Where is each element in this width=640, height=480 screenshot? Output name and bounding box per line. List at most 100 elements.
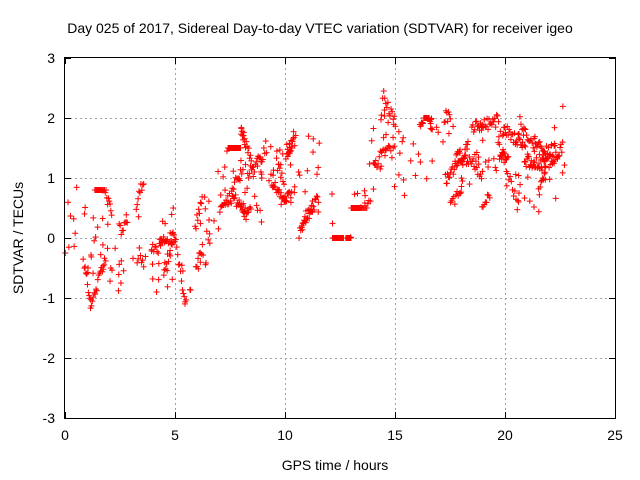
data-point <box>391 143 398 150</box>
data-point <box>316 140 323 147</box>
data-point <box>315 208 322 215</box>
data-point <box>531 164 538 171</box>
data-point <box>530 203 537 210</box>
data-point <box>485 126 492 133</box>
data-point <box>115 287 122 294</box>
data-point <box>466 153 473 160</box>
data-point <box>104 221 111 228</box>
data-point <box>90 294 97 301</box>
data-point <box>90 270 97 277</box>
data-point <box>116 220 123 227</box>
y-tick-label: -1 <box>43 290 56 306</box>
data-point <box>536 160 543 167</box>
data-point <box>197 199 204 206</box>
data-point <box>351 191 358 198</box>
data-point <box>538 145 545 152</box>
data-point <box>206 216 213 223</box>
data-point <box>400 176 407 183</box>
data-point <box>382 146 389 153</box>
data-point <box>97 251 104 258</box>
data-point <box>311 196 318 203</box>
data-point <box>256 155 263 162</box>
data-point <box>230 168 237 175</box>
data-point <box>459 178 466 185</box>
data-point <box>140 181 147 187</box>
data-point <box>262 138 269 145</box>
data-point <box>94 224 101 231</box>
data-point <box>228 200 235 207</box>
data-point <box>139 257 146 264</box>
data-point <box>266 177 273 184</box>
data-point <box>116 261 123 268</box>
data-point <box>87 252 94 259</box>
data-point <box>519 139 526 146</box>
data-point <box>475 161 482 168</box>
data-point <box>254 163 261 170</box>
data-point <box>224 201 231 208</box>
data-point <box>108 212 115 219</box>
data-point <box>299 226 306 233</box>
data-point <box>171 238 178 245</box>
data-point <box>524 151 531 158</box>
data-point <box>552 195 559 202</box>
data-point <box>515 198 522 205</box>
data-point <box>167 252 174 259</box>
data-point <box>315 164 322 171</box>
data-point <box>210 217 217 224</box>
data-point <box>536 191 543 198</box>
data-point <box>238 201 245 208</box>
data-point <box>429 157 436 164</box>
data-point <box>215 168 222 175</box>
data-point <box>105 195 112 202</box>
data-point <box>497 128 504 135</box>
data-point <box>117 280 124 287</box>
data-point <box>482 123 489 130</box>
data-point <box>243 216 250 223</box>
data-point <box>521 125 528 132</box>
data-point <box>407 157 414 164</box>
data-point <box>498 152 505 159</box>
data-point <box>536 151 543 158</box>
data-point <box>197 259 204 266</box>
data-point <box>505 132 512 139</box>
data-point <box>466 181 473 188</box>
data-point <box>390 116 397 123</box>
data-point <box>202 205 209 212</box>
data-point <box>524 174 531 181</box>
data-point <box>279 150 286 157</box>
data-point <box>468 160 475 167</box>
data-point <box>72 230 79 237</box>
data-point <box>86 292 93 299</box>
data-point <box>380 88 387 95</box>
data-point <box>542 169 549 176</box>
data-point <box>276 165 283 172</box>
data-point <box>461 155 468 162</box>
data-point <box>311 206 318 213</box>
data-point <box>457 190 464 197</box>
data-point <box>548 141 555 148</box>
data-point <box>511 130 518 137</box>
data-point <box>559 103 566 110</box>
data-point <box>381 95 388 102</box>
data-point <box>484 191 491 198</box>
data-point <box>551 124 558 131</box>
data-point <box>221 164 228 171</box>
data-point <box>245 174 252 181</box>
data-point <box>137 252 144 259</box>
data-point <box>517 181 524 188</box>
data-point <box>555 153 562 160</box>
data-point <box>118 257 125 264</box>
data-point <box>385 119 392 126</box>
data-point <box>310 203 317 210</box>
data-point <box>101 261 108 268</box>
data-point <box>376 153 383 160</box>
data-point <box>519 144 526 151</box>
data-point <box>435 129 442 136</box>
data-point <box>241 213 248 220</box>
x-tick-label: 10 <box>277 427 293 443</box>
data-point <box>557 144 564 151</box>
data-point <box>206 230 213 237</box>
data-point <box>242 207 249 214</box>
data-point <box>451 166 458 173</box>
data-point <box>532 140 539 147</box>
